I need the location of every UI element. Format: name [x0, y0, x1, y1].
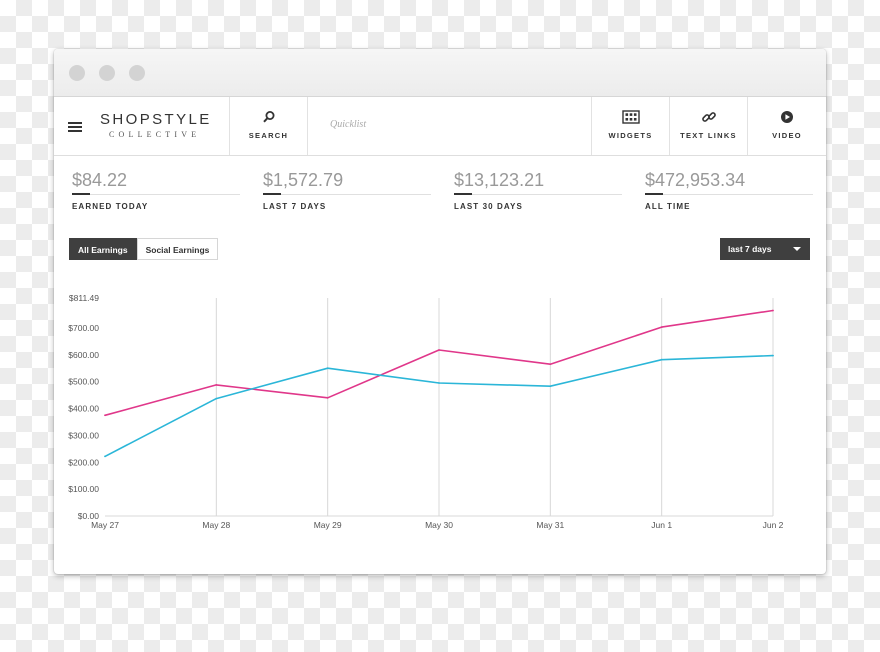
video-button[interactable]: VIDEO [747, 97, 826, 155]
series-1-point [549, 363, 552, 366]
series-1-point [772, 309, 774, 312]
search-icon [230, 110, 307, 126]
y-tick-label: $100.00 [68, 484, 99, 494]
stat-value: $84.22 [72, 170, 128, 190]
stat-divider [72, 193, 240, 195]
search-button[interactable]: SEARCH [229, 97, 307, 155]
widgets-label: WIDGETS [608, 131, 653, 140]
y-tick-label: $500.00 [68, 377, 99, 387]
date-range-value: last 7 days [728, 244, 772, 254]
tab-social-earnings[interactable]: Social Earnings [136, 238, 219, 260]
y-tick-label: $811.49 [69, 293, 99, 303]
x-tick-label: May 30 [425, 520, 453, 530]
stat-last-30-days: $13,123.21 LAST 30 DAYS [454, 169, 622, 211]
series-1-point [215, 384, 218, 386]
x-tick-label: Jun 1 [651, 520, 672, 530]
stat-label: EARNED TODAY [72, 202, 149, 211]
series-1-point [660, 326, 663, 329]
window-zoom-dot[interactable] [129, 65, 145, 81]
earnings-tabs: All Earnings Social Earnings [69, 238, 219, 260]
quicklist-input[interactable]: Quicklist [330, 119, 367, 130]
stat-value: $13,123.21 [454, 170, 545, 190]
quicklist-input-cell[interactable]: Quicklist [307, 97, 591, 155]
y-tick-label: $400.00 [68, 404, 99, 414]
stat-divider [263, 193, 431, 195]
stat-earned-today: $84.22 EARNED TODAY [72, 169, 240, 211]
date-range-select[interactable]: last 7 days [720, 238, 810, 260]
search-label: SEARCH [248, 131, 289, 140]
stat-value: $472,953.34 [645, 170, 746, 190]
series-2-point [549, 385, 552, 388]
series-2-point [326, 367, 329, 370]
y-tick-label: $300.00 [68, 430, 99, 440]
video-label: VIDEO [772, 131, 802, 140]
y-tick-label: $600.00 [68, 350, 99, 360]
x-tick-label: May 29 [314, 520, 342, 530]
series-2-point [438, 382, 440, 384]
link-icon [670, 110, 747, 126]
caret-down-icon [793, 247, 801, 251]
hamburger-menu-icon[interactable] [68, 122, 82, 132]
series-1-point [438, 349, 440, 351]
stat-value: $1,572.79 [263, 170, 344, 190]
tab-all-earnings[interactable]: All Earnings [69, 238, 137, 260]
y-tick-label: $700.00 [68, 323, 99, 333]
stat-divider [645, 193, 813, 195]
series-1-point [104, 414, 106, 417]
x-tick-label: Jun 2 [763, 520, 784, 530]
top-navbar: SHOPSTYLE COLLECTIVE SEARCH Quicklist WI… [54, 97, 826, 156]
series-2-point [772, 354, 774, 357]
x-tick-label: May 27 [91, 520, 119, 530]
series-1-point [326, 396, 329, 399]
series-2-point [215, 397, 218, 400]
play-icon [748, 110, 826, 126]
brand-tagline: COLLECTIVE [109, 130, 201, 139]
x-tick-label: May 28 [202, 520, 230, 530]
text-links-button[interactable]: TEXT LINKS [669, 97, 747, 155]
browser-window: SHOPSTYLE COLLECTIVE SEARCH Quicklist WI… [54, 49, 826, 574]
text-links-label: TEXT LINKS [680, 131, 737, 140]
widgets-button[interactable]: WIDGETS [591, 97, 669, 155]
stat-label: ALL TIME [645, 202, 691, 211]
stat-label: LAST 30 DAYS [454, 202, 523, 211]
y-tick-label: $0.00 [78, 511, 100, 521]
window-titlebar [54, 49, 826, 97]
series-2-point [104, 455, 106, 458]
earnings-line-chart: $811.49 $700.00 $600.00 $500.00 $400.00 $300.… [68, 293, 784, 530]
window-minimize-dot[interactable] [99, 65, 115, 81]
stat-last-7-days: $1,572.79 LAST 7 DAYS [263, 169, 431, 211]
stat-divider [454, 193, 622, 195]
stat-all-time: $472,953.34 ALL TIME [645, 169, 813, 211]
series-2-point [660, 358, 663, 361]
window-close-dot[interactable] [69, 65, 85, 81]
stat-label: LAST 7 DAYS [263, 202, 327, 211]
x-tick-label: May 31 [536, 520, 564, 530]
y-tick-label: $200.00 [68, 457, 99, 467]
brand-name[interactable]: SHOPSTYLE [100, 111, 212, 128]
grid-icon [592, 110, 669, 126]
